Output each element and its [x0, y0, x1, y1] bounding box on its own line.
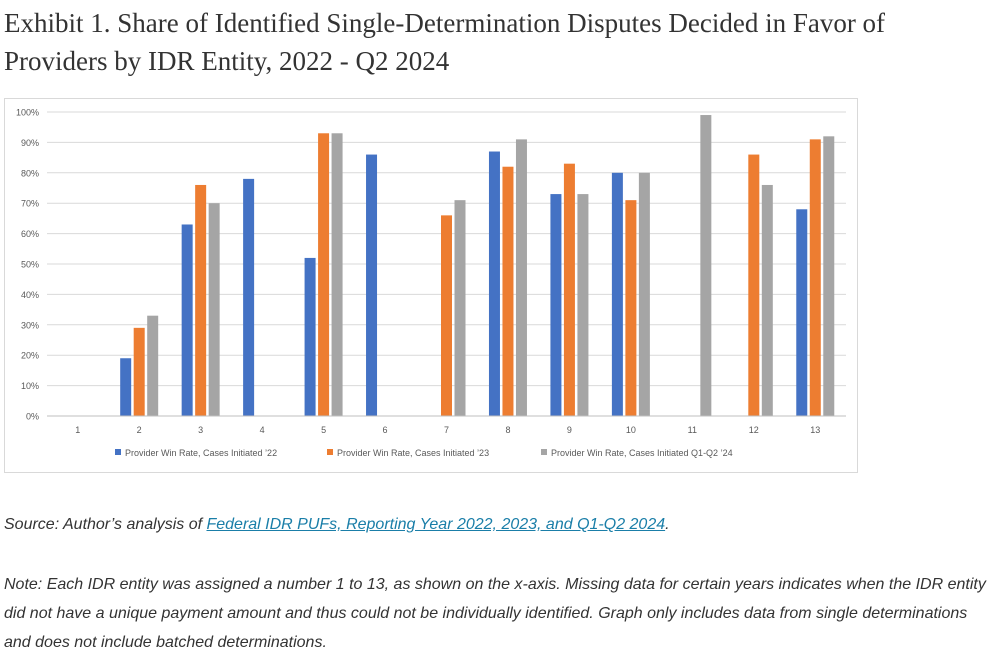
bar [515, 139, 527, 417]
y-tick-label: 10% [21, 381, 39, 391]
x-tick-label: 10 [626, 425, 636, 435]
y-tick-label: 40% [21, 290, 39, 300]
y-tick-label: 70% [21, 199, 39, 209]
bar [366, 154, 378, 416]
x-tick-label: 4 [260, 425, 265, 435]
bar [243, 178, 255, 416]
bar [488, 151, 500, 416]
source-link[interactable]: Federal IDR PUFs, Reporting Year 2022, 2… [206, 516, 666, 533]
legend-label: Provider Win Rate, Cases Initiated Q1-Q2… [551, 448, 733, 458]
y-tick-label: 90% [21, 138, 39, 148]
legend-label: Provider Win Rate, Cases Initiated ’23 [337, 448, 489, 458]
bar [120, 358, 132, 416]
legend-label: Provider Win Rate, Cases Initiated ’22 [125, 448, 277, 458]
y-tick-label: 20% [21, 351, 39, 361]
bar [638, 172, 650, 416]
x-tick-label: 6 [383, 425, 388, 435]
bar [147, 315, 159, 416]
bar [502, 166, 514, 416]
x-tick-label: 12 [749, 425, 759, 435]
bar [181, 224, 193, 416]
y-tick-label: 50% [21, 260, 39, 270]
source-prefix: Source: Author’s analysis of [4, 516, 207, 533]
bar [625, 200, 637, 416]
bar [208, 203, 220, 416]
bar [454, 200, 466, 416]
x-tick-label: 11 [688, 425, 697, 435]
x-tick-label: 8 [505, 425, 510, 435]
x-tick-label: 5 [321, 425, 326, 435]
y-tick-label: 30% [21, 320, 39, 330]
chart-frame: 0% 10% 20% 30% 40% 50% 60% 70% 80% 90% 100% 1 2 3 4 5 6 7… [4, 98, 858, 473]
bar [796, 209, 808, 416]
bar [748, 154, 760, 416]
x-tick-label: 9 [567, 425, 572, 435]
bar [823, 136, 835, 416]
bar [761, 184, 773, 416]
bar [304, 257, 316, 416]
x-tick-label: 3 [198, 425, 203, 435]
bar [700, 115, 712, 416]
y-tick-label: 100% [16, 108, 39, 118]
bar [550, 194, 562, 416]
source-line: Source: Author’s analysis of Federal IDR… [4, 512, 670, 538]
bar [809, 139, 821, 417]
bar-chart: 0%10%20%30%40%50%60%70%80%90%100%1 2 3 4 5 6 7… [16, 108, 846, 458]
legend-swatch [541, 449, 547, 455]
bar [133, 327, 145, 416]
bar [195, 184, 207, 416]
source-suffix: . [665, 516, 670, 533]
x-tick-label: 2 [137, 425, 142, 435]
note-text: Note: Each IDR entity was assigned a num… [4, 576, 986, 651]
bar [563, 163, 575, 416]
bar [577, 194, 589, 416]
bar [611, 172, 623, 416]
x-tick-label: 1 [75, 425, 80, 435]
legend-swatch [115, 449, 121, 455]
x-tick-label: 7 [444, 425, 449, 435]
y-tick-label: 0% [26, 412, 39, 422]
bar [331, 133, 343, 416]
y-tick-label: 80% [21, 168, 39, 178]
bar [318, 133, 330, 416]
y-tick-label: 60% [21, 229, 39, 239]
x-tick-label: 13 [810, 425, 820, 435]
legend-swatch [327, 449, 333, 455]
exhibit-title: Exhibit 1. Share of Identified Single-De… [4, 8, 886, 76]
bar [441, 215, 452, 416]
